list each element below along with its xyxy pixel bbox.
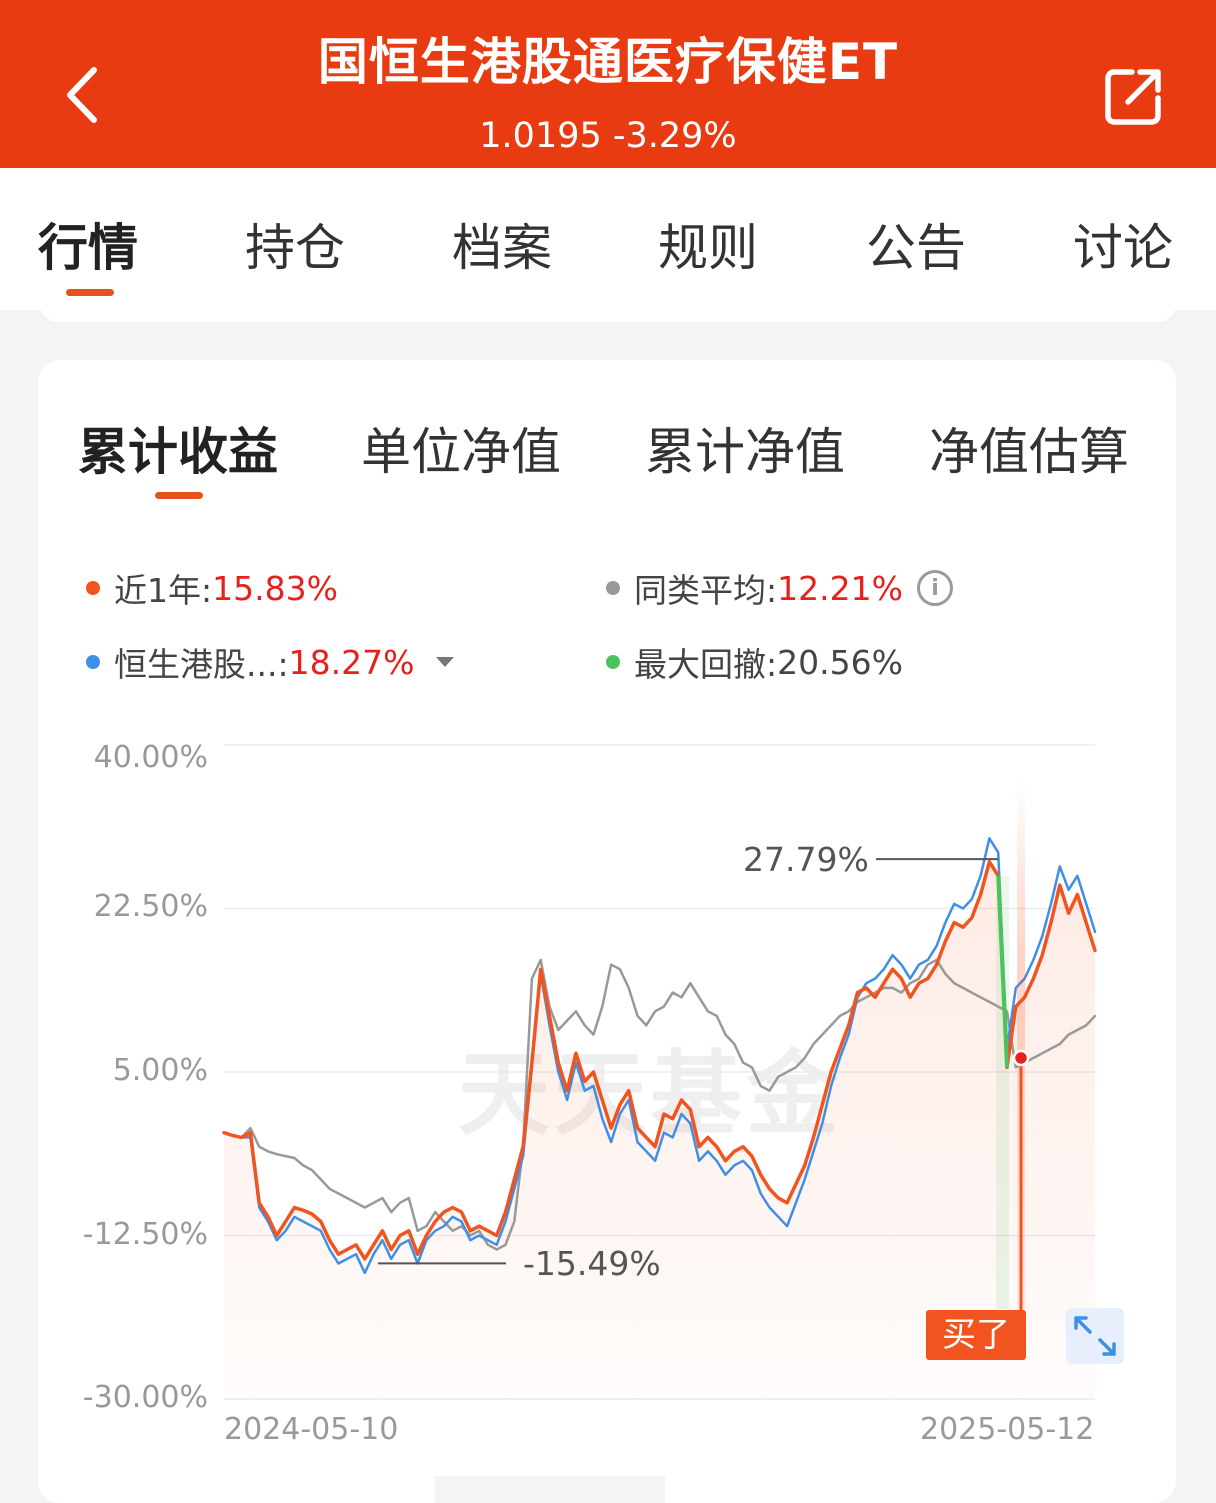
tab-market[interactable]: 行情 [38, 219, 138, 277]
legend-peer-average: 同类平均: 12.21% i [606, 564, 953, 612]
info-icon[interactable]: i [916, 570, 953, 606]
legend-dot [606, 655, 620, 669]
subtab-nav-estimate[interactable]: 净值估算 [929, 423, 1129, 481]
drawdown-line [996, 875, 1010, 1068]
subtab-unit-nav[interactable]: 单位净值 [361, 423, 561, 481]
y-tick-label: -12.50% [82, 1217, 208, 1252]
expand-icon [1074, 1316, 1116, 1356]
app-header: 国恒生港股通医疗保健ET 1.0195 -3.29% [0, 0, 1216, 168]
legend-value: 18.27% [288, 642, 415, 682]
return-chart[interactable] [38, 360, 1176, 1503]
main-tab-bar: 行情 持仓 档案 规则 公告 讨论 [0, 168, 1216, 310]
chevron-left-icon [67, 67, 97, 123]
legend-value: 20.56% [777, 642, 903, 682]
legend-label: 近1年: [114, 571, 213, 610]
previous-card-bottom [40, 300, 1176, 322]
legend-dot [86, 655, 100, 669]
legend-dot [606, 581, 620, 595]
y-tick-label: 40.00% [93, 740, 208, 775]
legend-label: 恒生港股...: [114, 645, 289, 684]
fund-title: 国恒生港股通医疗保健ET [317, 33, 899, 91]
caret-down-icon[interactable] [436, 657, 455, 667]
tab-announcements[interactable]: 公告 [866, 219, 966, 277]
tab-discussion[interactable]: 讨论 [1073, 219, 1173, 277]
performance-card: 累计收益 单位净值 累计净值 净值估算 近1年: 15.83% 同类平均: 12… [38, 360, 1176, 1503]
price-change: 1.0195 -3.29% [479, 116, 737, 156]
active-tab-indicator [66, 289, 114, 296]
y-tick-label: -30.00% [82, 1380, 208, 1415]
legend-fund-return: 近1年: 15.83% [86, 564, 338, 612]
series-line-peer [222, 958, 1097, 1251]
y-tick-label: 5.00% [112, 1053, 208, 1088]
tab-rules[interactable]: 规则 [658, 219, 758, 277]
series-line-index [222, 837, 1097, 1275]
back-button[interactable] [58, 62, 108, 128]
legend-label: 同类平均: [634, 571, 778, 610]
bottom-separator [435, 1476, 665, 1503]
x-tick-end: 2025-05-12 [920, 1412, 1095, 1447]
legend-index-return[interactable]: 恒生港股...: 18.27% [86, 638, 455, 686]
buy-marker-tag[interactable]: 买了 [926, 1310, 1026, 1360]
legend-value: 15.83% [212, 568, 338, 608]
legend-label: 最大回撤: [634, 645, 778, 684]
min-annotation: -15.49% [523, 1244, 661, 1283]
share-icon [1105, 69, 1161, 125]
series-line-fund [222, 860, 1097, 1261]
drawdown-band [996, 875, 1010, 1309]
subtab-cumulative-return[interactable]: 累计收益 [78, 423, 278, 481]
buy-marker-dot [1012, 1049, 1030, 1067]
expand-button[interactable] [1066, 1308, 1124, 1364]
max-annotation: 27.79% [743, 840, 869, 879]
subtab-cumulative-nav[interactable]: 累计净值 [645, 423, 845, 481]
tab-profile[interactable]: 档案 [452, 219, 552, 277]
tab-holdings[interactable]: 持仓 [245, 219, 345, 277]
y-tick-label: 22.50% [93, 889, 208, 924]
legend-value: 12.21% [777, 568, 903, 608]
share-button[interactable] [1102, 64, 1166, 128]
legend-max-drawdown: 最大回撤: 20.56% [606, 638, 903, 686]
active-subtab-indicator [155, 492, 203, 499]
x-tick-start: 2024-05-10 [224, 1412, 399, 1447]
legend-dot [86, 581, 100, 595]
watermark: 天天基金 [458, 1040, 843, 1148]
